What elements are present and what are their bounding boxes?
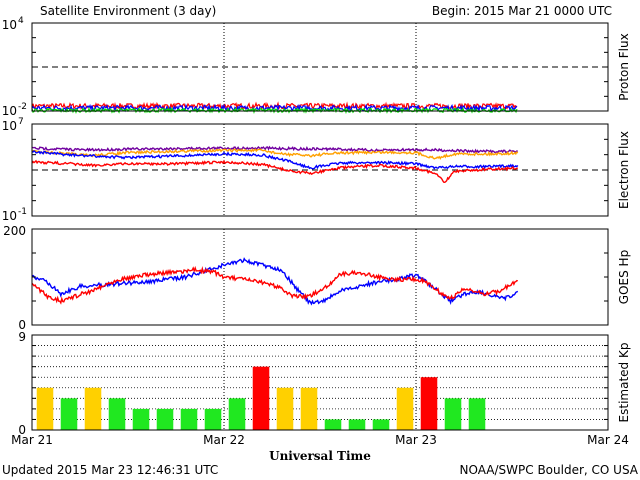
proton-flux-frame — [31, 22, 609, 112]
proton-flux-axis-label: Proton Flux — [617, 33, 631, 100]
y-tick-label: 200 — [3, 224, 26, 238]
kp-bar — [180, 408, 198, 430]
x-axis-label: Universal Time — [269, 449, 371, 463]
begin-time: Begin: 2015 Mar 21 0000 UTC — [432, 4, 612, 18]
x-tick-label: Mar 23 — [395, 433, 437, 447]
kp-bar — [132, 408, 150, 430]
kp-bar — [324, 419, 342, 430]
kp-bar — [276, 387, 294, 430]
kp-bar — [348, 419, 366, 430]
x-tick-label: Mar 22 — [203, 433, 245, 447]
kp-bar — [252, 366, 270, 430]
electron-flux-series-line — [31, 149, 519, 170]
goes-hp-axis-label: GOES Hp — [617, 250, 631, 304]
electron-flux-series-line — [32, 145, 519, 154]
kp-bar — [108, 398, 126, 430]
proton-flux-series-line — [31, 103, 518, 113]
kp-bar — [228, 398, 246, 430]
y-tick-exponent: -1 — [18, 207, 27, 217]
proton-flux-series-line — [31, 106, 518, 115]
goes-hp-frame — [31, 228, 609, 326]
kp-bar — [300, 387, 318, 430]
y-tick-label: 10 — [2, 119, 17, 133]
credit-label: NOAA/SWPC Boulder, CO USA — [460, 463, 639, 477]
y-tick-exponent: -2 — [18, 102, 27, 112]
electron-flux-axis-label: Electron Flux — [617, 131, 631, 209]
electron-flux-series-line — [31, 148, 519, 160]
y-tick-label: 0 — [18, 318, 26, 332]
x-tick-label: Mar 21 — [11, 433, 53, 447]
kp-bar — [420, 377, 438, 430]
kp-bar — [36, 387, 54, 430]
estimated-kp-axis-label: Estimated Kp — [617, 343, 631, 423]
estimated-kp-panel: 9 0 Estimated Kp — [18, 330, 631, 437]
chart-title: Satellite Environment (3 day) — [40, 4, 216, 18]
kp-bar — [468, 398, 486, 430]
electron-flux-series-line — [31, 159, 519, 184]
kp-bar — [372, 419, 390, 430]
x-tick-label: Mar 24 — [587, 433, 629, 447]
y-tick-label: 10 — [2, 104, 17, 118]
y-tick-exponent: 4 — [18, 16, 24, 26]
goes-hp-series-line — [31, 265, 518, 305]
kp-bar — [396, 387, 414, 430]
y-tick-label: 10 — [2, 209, 17, 223]
updated-timestamp: Updated 2015 Mar 23 12:46:31 UTC — [2, 463, 218, 477]
y-tick-label: 9 — [18, 330, 26, 344]
goes-hp-series-line — [31, 257, 519, 306]
estimated-kp-frame — [31, 334, 609, 431]
kp-bar — [60, 398, 78, 430]
goes-hp-panel: 200 0 GOES Hp — [3, 224, 631, 332]
kp-bar — [444, 398, 462, 430]
y-tick-label: 0 — [18, 423, 26, 437]
kp-bar — [156, 408, 174, 430]
kp-bar — [204, 408, 222, 430]
y-tick-label: 10 — [2, 18, 17, 32]
kp-bar — [84, 387, 102, 430]
y-tick-exponent: 7 — [18, 117, 24, 127]
